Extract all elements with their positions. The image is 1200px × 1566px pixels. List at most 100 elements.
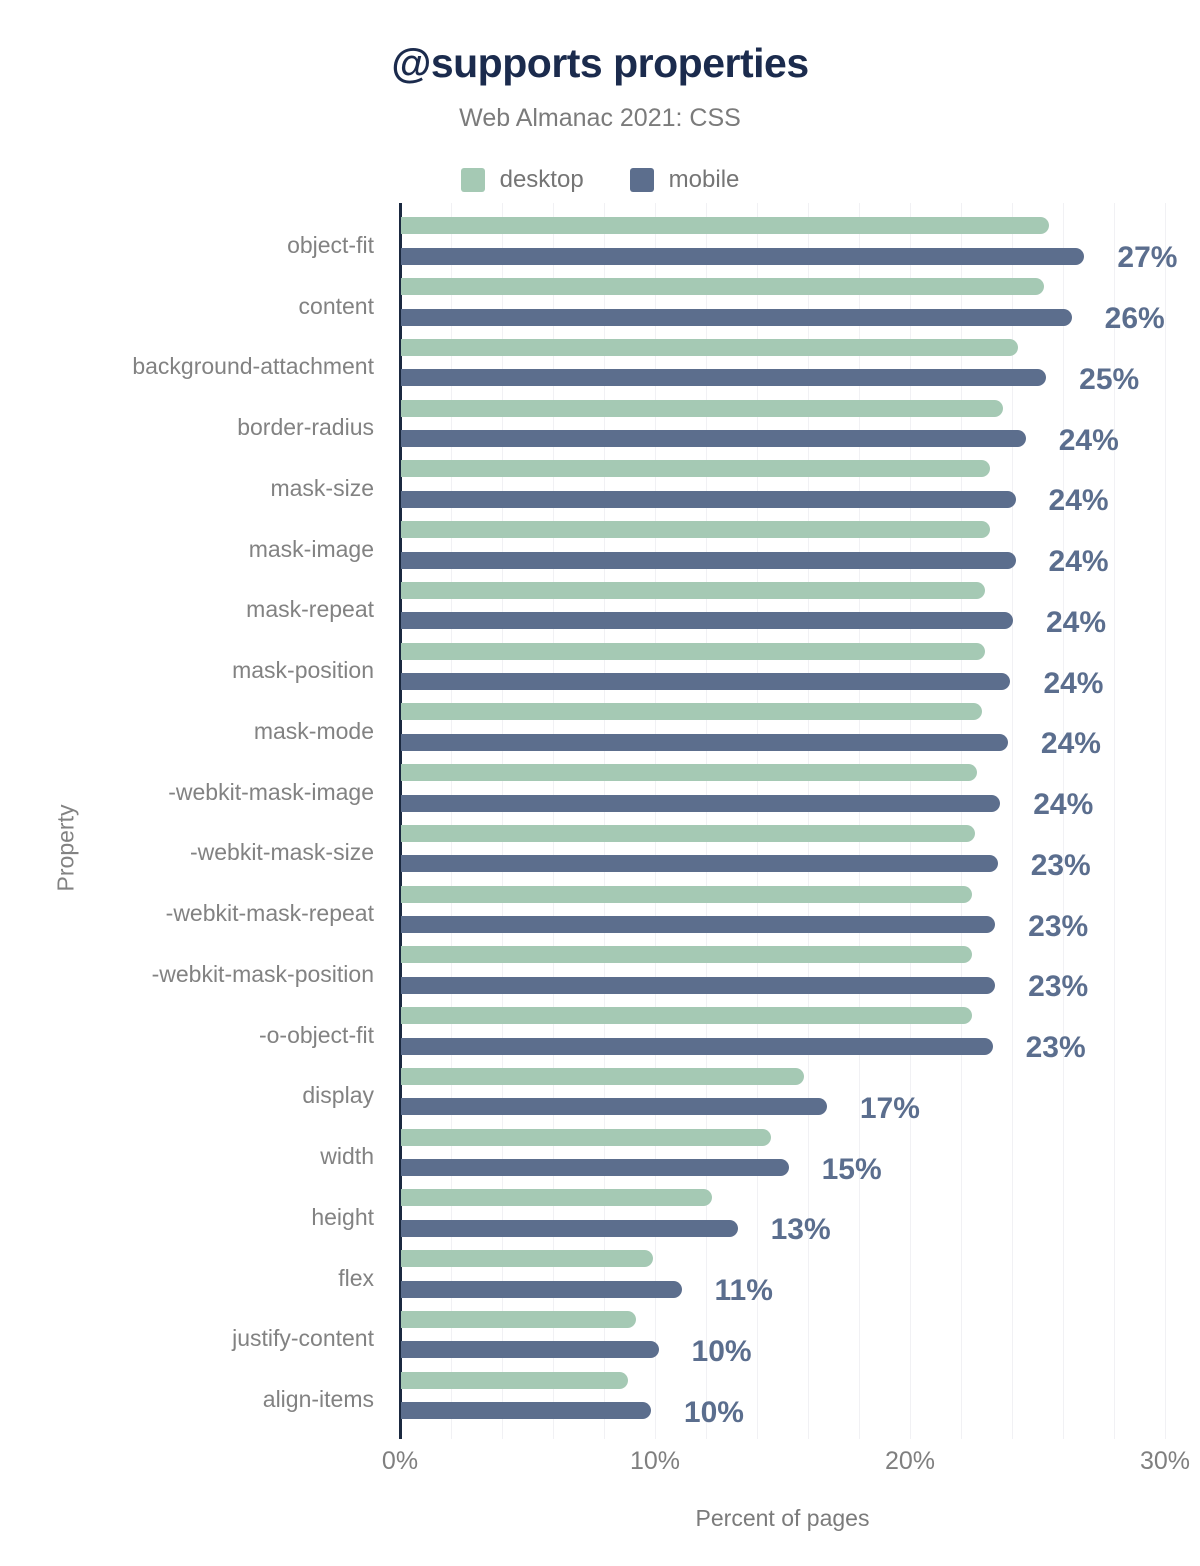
category-label: border-radius — [237, 414, 374, 441]
desktop-bar — [401, 460, 991, 478]
gridline — [604, 203, 605, 1439]
legend-item-desktop: desktop — [460, 166, 584, 194]
category-label: -webkit-mask-position — [151, 960, 374, 987]
value-label: 25% — [1079, 362, 1140, 396]
category-label: display — [302, 1082, 374, 1109]
value-label: 23% — [1028, 970, 1089, 1004]
desktop-bar — [401, 764, 978, 782]
x-axis-title: Percent of pages — [695, 1505, 870, 1531]
category-label: mask-size — [270, 474, 374, 501]
gridline — [961, 203, 962, 1439]
legend: desktop mobile — [0, 166, 1200, 194]
desktop-bar — [401, 946, 973, 964]
mobile-bar-row: 24% — [401, 725, 1166, 761]
category-label: mask-mode — [253, 717, 374, 744]
value-label: 24% — [1048, 484, 1109, 518]
desktop-bar — [401, 1067, 804, 1085]
bar-row--webkit-mask-repeat: 23% — [401, 883, 1166, 944]
gridline — [1114, 203, 1115, 1439]
desktop-bar — [401, 217, 1049, 235]
value-label: 27% — [1117, 241, 1178, 275]
desktop-bar — [401, 885, 973, 903]
x-tick-label: 0% — [381, 1447, 419, 1475]
desktop-bar — [401, 1250, 654, 1268]
value-label: 24% — [1058, 423, 1119, 457]
desktop-bar — [401, 521, 991, 539]
mobile-bar — [401, 1159, 789, 1177]
category-label: background-attachment — [132, 353, 374, 380]
bar-row-background-attachment: 25% — [401, 337, 1166, 398]
gridline — [910, 203, 911, 1439]
chart-subtitle: Web Almanac 2021: CSS — [459, 104, 741, 132]
gridline — [706, 203, 707, 1439]
mobile-bar-row: 15% — [401, 1151, 1166, 1186]
value-label: 15% — [821, 1152, 882, 1186]
mobile-bar-row: 10% — [401, 1394, 1166, 1429]
mobile-bar-row: 27% — [401, 239, 1177, 274]
bar-row-mask-size: 24% — [401, 458, 1166, 519]
value-label: 24% — [1040, 727, 1101, 761]
value-label: 23% — [1028, 909, 1089, 943]
category-label: width — [320, 1143, 374, 1170]
value-label: 24% — [1033, 788, 1094, 822]
category-label: content — [298, 292, 374, 319]
x-tick-label: 10% — [629, 1447, 681, 1475]
bar-row--o-object-fit: 23% — [401, 1005, 1166, 1066]
value-label: 24% — [1043, 666, 1104, 700]
mobile-bar — [401, 1402, 651, 1420]
mobile-bar — [401, 733, 1008, 751]
mobile-bar-row: 23% — [401, 968, 1166, 1004]
bar-row--webkit-mask-size: 23% — [401, 823, 1166, 884]
mobile-bar-row: 25% — [401, 361, 1166, 396]
plot-grid — [399, 203, 1166, 1439]
category-label: align-items — [262, 1386, 374, 1413]
category-label: -o-object-fit — [258, 1021, 374, 1048]
bar-row-object-fit: 27% — [401, 215, 1177, 276]
gridline — [451, 203, 452, 1439]
mobile-bar — [401, 855, 998, 873]
bar-row-mask-image: 24% — [401, 519, 1166, 580]
value-label: 10% — [691, 1334, 752, 1368]
mobile-bar — [401, 369, 1047, 387]
bar-row-mask-mode: 24% — [401, 701, 1166, 762]
mobile-bar — [401, 1037, 993, 1055]
mobile-bar — [401, 551, 1016, 569]
desktop-bar — [401, 1371, 628, 1389]
bar-row-mask-repeat: 24% — [401, 580, 1166, 641]
category-label: object-fit — [287, 231, 374, 258]
mobile-bar-row: 10% — [401, 1333, 1166, 1368]
mobile-bar-row: 24% — [401, 604, 1166, 639]
category-label: mask-repeat — [246, 596, 374, 623]
mobile-bar — [401, 976, 996, 994]
category-label: -webkit-mask-image — [168, 778, 374, 805]
bar-row-display: 17% — [401, 1066, 1166, 1127]
mobile-bar-row: 24% — [401, 786, 1166, 822]
category-label: flex — [338, 1264, 374, 1291]
bar-row-justify-content: 10% — [401, 1309, 1166, 1370]
category-label: justify-content — [232, 1325, 374, 1352]
category-label: height — [311, 1203, 374, 1230]
gridline — [757, 203, 758, 1439]
gridline — [1063, 203, 1064, 1439]
desktop-bar — [401, 581, 985, 599]
desktop-bar — [401, 1189, 713, 1207]
mobile-bar — [401, 1098, 827, 1116]
category-label: -webkit-mask-size — [189, 839, 374, 866]
y-axis-line — [399, 203, 402, 1439]
bars-area: 27% 26% 25% 24% 24% 24% 24% 24% 24% 24% 23% 23% 23% 2… — [401, 215, 1177, 1430]
gridline — [808, 203, 809, 1439]
gridline — [553, 203, 554, 1439]
desktop-bar — [401, 338, 1019, 356]
desktop-swatch-icon — [460, 168, 485, 192]
mobile-bar-row: 23% — [401, 1029, 1166, 1065]
mobile-bar-row: 11% — [401, 1272, 1166, 1307]
value-label: 23% — [1025, 1031, 1086, 1065]
bar-row-mask-position: 24% — [401, 640, 1166, 701]
bar-row-content: 26% — [401, 276, 1166, 337]
desktop-bar — [401, 824, 975, 842]
category-label: -webkit-mask-repeat — [165, 900, 374, 927]
value-label: 17% — [859, 1091, 920, 1125]
gridline — [655, 203, 656, 1439]
desktop-bar — [401, 1128, 771, 1146]
